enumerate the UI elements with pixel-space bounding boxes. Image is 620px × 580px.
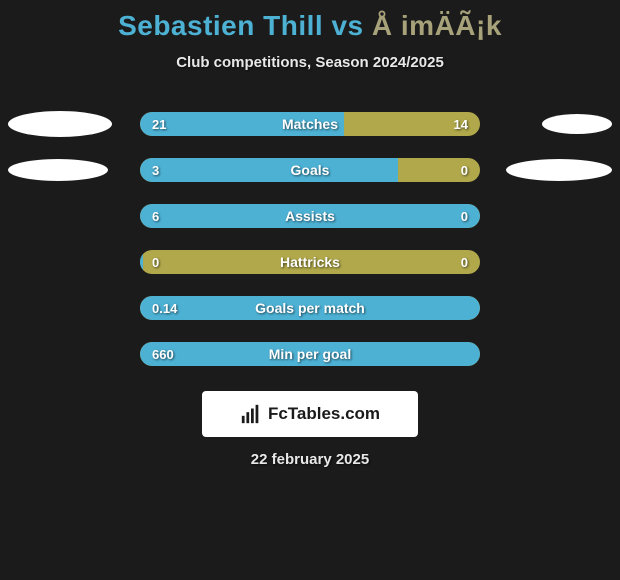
stat-bar-left: [140, 342, 480, 366]
logo-text: FcTables.com: [268, 404, 380, 424]
stat-bar-left: [140, 112, 344, 136]
player1-name: Sebastien Thill: [118, 10, 323, 41]
stats-area: 21Matches143Goals06Assists00Hattricks00.…: [0, 101, 620, 377]
stat-row: 3Goals0: [0, 147, 620, 193]
stat-bar-track: [140, 204, 480, 228]
stat-bar-track: [140, 296, 480, 320]
stat-row: 6Assists0: [0, 193, 620, 239]
vs-text: vs: [331, 10, 363, 41]
player1-ellipse: [8, 111, 112, 137]
stat-bar-track: [140, 158, 480, 182]
date-text: 22 february 2025: [0, 451, 620, 468]
player1-ellipse: [8, 159, 108, 181]
stat-bar-left: [140, 250, 143, 274]
stat-bar-track: [140, 112, 480, 136]
stat-bar-left: [140, 158, 398, 182]
stat-bar-track: [140, 342, 480, 366]
chart-icon: [240, 403, 262, 425]
player2-ellipse: [542, 114, 612, 134]
comparison-container: Sebastien Thill vs Å imÄÃ¡k Club competi…: [0, 0, 620, 468]
stat-bar-left: [140, 296, 480, 320]
stat-row: 0Hattricks0: [0, 239, 620, 285]
stat-bar-left: [140, 204, 480, 228]
player2-name: Å imÄÃ¡k: [372, 10, 502, 41]
stat-row: 0.14Goals per match: [0, 285, 620, 331]
stat-row: 660Min per goal: [0, 331, 620, 377]
stat-bar-track: [140, 250, 480, 274]
player2-ellipse: [506, 159, 612, 181]
logo-box[interactable]: FcTables.com: [202, 391, 418, 437]
stat-row: 21Matches14: [0, 101, 620, 147]
page-title: Sebastien Thill vs Å imÄÃ¡k: [0, 10, 620, 42]
subtitle: Club competitions, Season 2024/2025: [0, 54, 620, 71]
